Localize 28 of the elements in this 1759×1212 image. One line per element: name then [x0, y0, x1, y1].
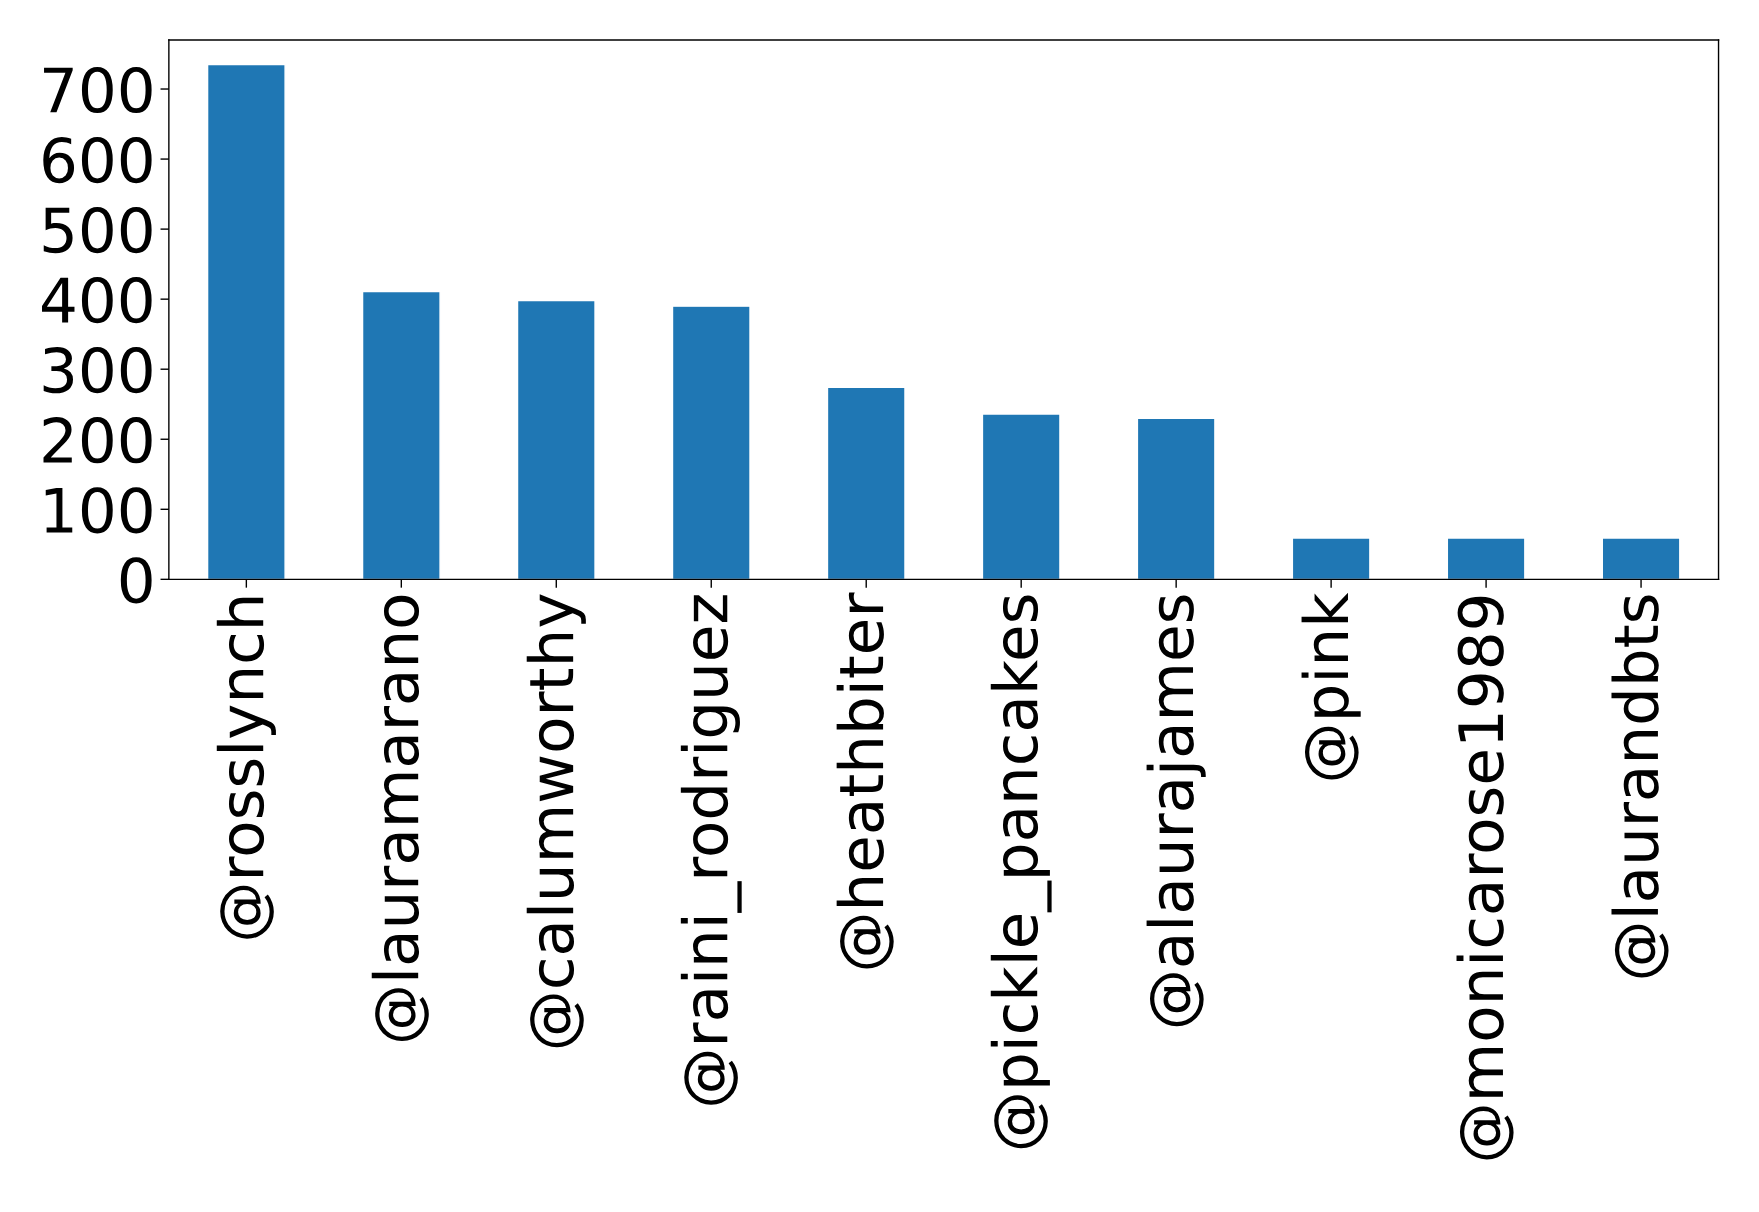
x-tick-label: @pink — [1301, 592, 1361, 780]
x-tick-label: @heathbiter — [836, 592, 894, 969]
y-tick-label: 600 — [43, 136, 152, 184]
y-tick-label: 700 — [44, 66, 152, 114]
bar — [826, 386, 906, 580]
y-tick-label: 300 — [43, 347, 152, 394]
y-tick-label: 500 — [43, 206, 152, 254]
bar — [1291, 537, 1371, 580]
x-tick-label: @lauramarano — [371, 595, 429, 1042]
bar — [671, 305, 751, 580]
bar — [206, 63, 286, 580]
y-tick-label: 100 — [45, 487, 152, 534]
x-tick-label: @monicarose1989 — [1456, 596, 1514, 1160]
y-tick-label: 200 — [43, 417, 152, 464]
bar — [361, 290, 441, 580]
x-tick-label: @laurandbts — [1611, 595, 1669, 978]
bar — [516, 299, 596, 580]
x-tick-label: @alaurajames — [1146, 595, 1206, 1027]
bar — [1136, 417, 1216, 580]
y-tick-label: 0 — [120, 557, 152, 604]
bar — [1601, 537, 1681, 580]
x-tick-label: @rosslynch — [216, 597, 276, 939]
bar — [1446, 537, 1526, 580]
x-tick-label: @pickle_pancakes — [990, 595, 1052, 1149]
x-tick-label: @calumworthy — [526, 594, 586, 1048]
y-tick-label: 400 — [42, 277, 152, 324]
x-tick-label: @raini_rodriguez — [680, 595, 742, 1105]
bar — [981, 413, 1061, 580]
